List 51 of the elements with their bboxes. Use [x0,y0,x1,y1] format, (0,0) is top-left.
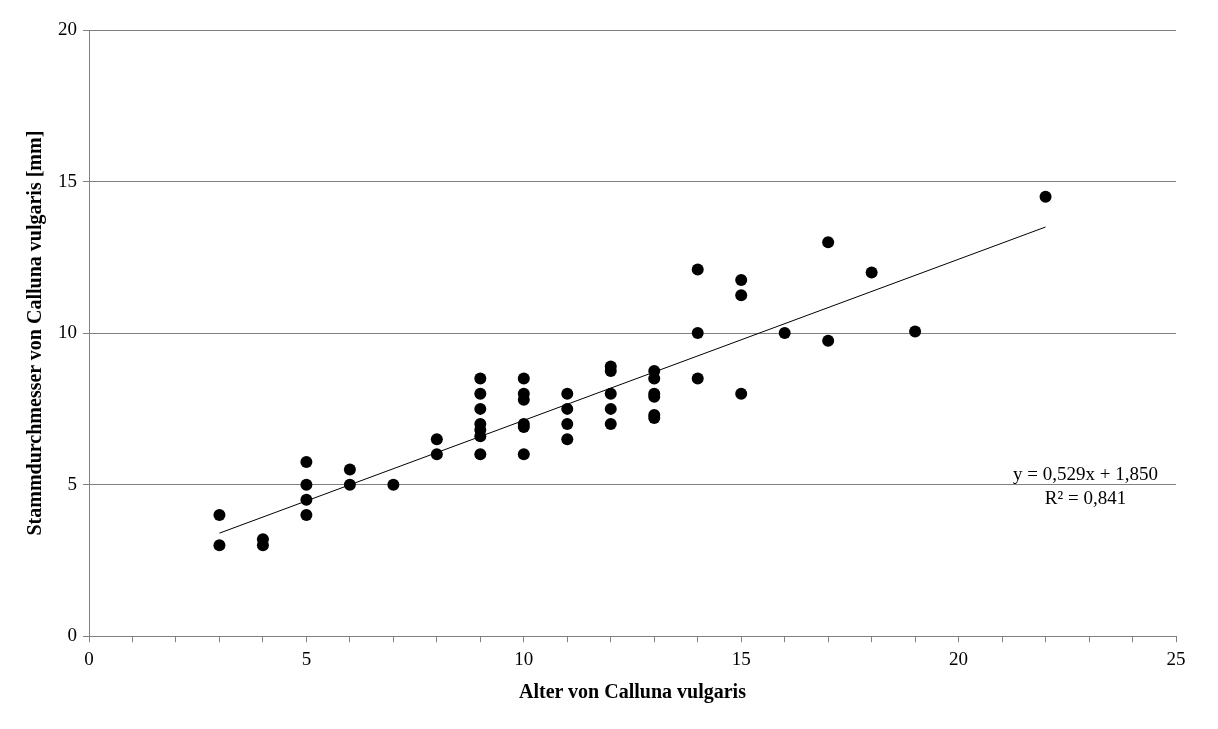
annotation: y = 0,529x + 1,850 [1013,462,1158,486]
point [517,372,530,385]
point [735,274,748,287]
y-tick-label: 20 [58,17,77,39]
point [517,448,530,461]
point [561,402,574,415]
point [691,372,704,385]
point [822,236,835,249]
x-tick-label: 25 [1166,647,1186,669]
y-tick-label: 0 [67,624,77,646]
point [343,463,356,476]
point [430,433,443,446]
point [213,539,226,552]
point [561,387,574,400]
y-tick-label: 15 [58,169,77,191]
point [1039,190,1052,203]
point [735,387,748,400]
point [604,402,617,415]
y-tick-label: 5 [67,472,77,494]
point [561,433,574,446]
y-axis-title: Stammdurchmesser von Calluna vulgaris [mm] [23,130,47,536]
point [430,448,443,461]
point [604,418,617,431]
point [213,508,226,521]
point [343,478,356,491]
point [300,493,313,506]
point [822,334,835,347]
y-tick-label: 10 [58,321,77,343]
point [604,387,617,400]
x-axis-title: Alter von Calluna vulgaris [519,680,747,704]
point [474,387,487,400]
x-tick-label: 5 [301,647,312,669]
point [474,402,487,415]
annotation: R² = 0,841 [1043,486,1128,510]
point [300,508,313,521]
x-tick-label: 0 [84,647,94,669]
x-tick-label: 15 [731,647,751,669]
point [387,478,400,491]
point [300,478,313,491]
point [561,418,574,431]
point [865,266,878,279]
point [778,327,791,340]
point [735,289,748,302]
point [300,455,313,468]
point [474,372,487,385]
point [691,263,704,276]
x-tick-label: 20 [949,647,969,669]
point [691,327,704,340]
point [474,448,487,461]
x-tick-label: 10 [514,647,534,669]
point [909,325,922,338]
